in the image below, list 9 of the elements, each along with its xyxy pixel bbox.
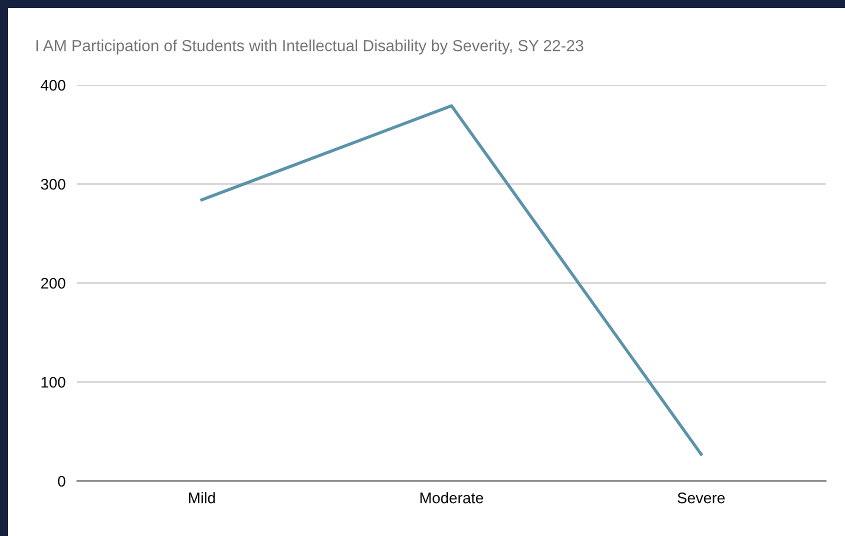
chart-title: I AM Participation of Students with Intellectual Disability by Severity, SY 22-23	[36, 40, 584, 54]
x-tick-label: Moderate	[420, 492, 484, 504]
y-tick-label: 300	[40, 178, 66, 190]
y-tick-label: 100	[42, 376, 66, 388]
y-tick-label: 200	[41, 278, 66, 289]
x-tick-label: Mild	[189, 492, 215, 504]
y-tick-label: 0	[58, 476, 66, 487]
y-tick-label: 400	[40, 80, 66, 91]
x-tick-label: Severe	[678, 492, 725, 504]
